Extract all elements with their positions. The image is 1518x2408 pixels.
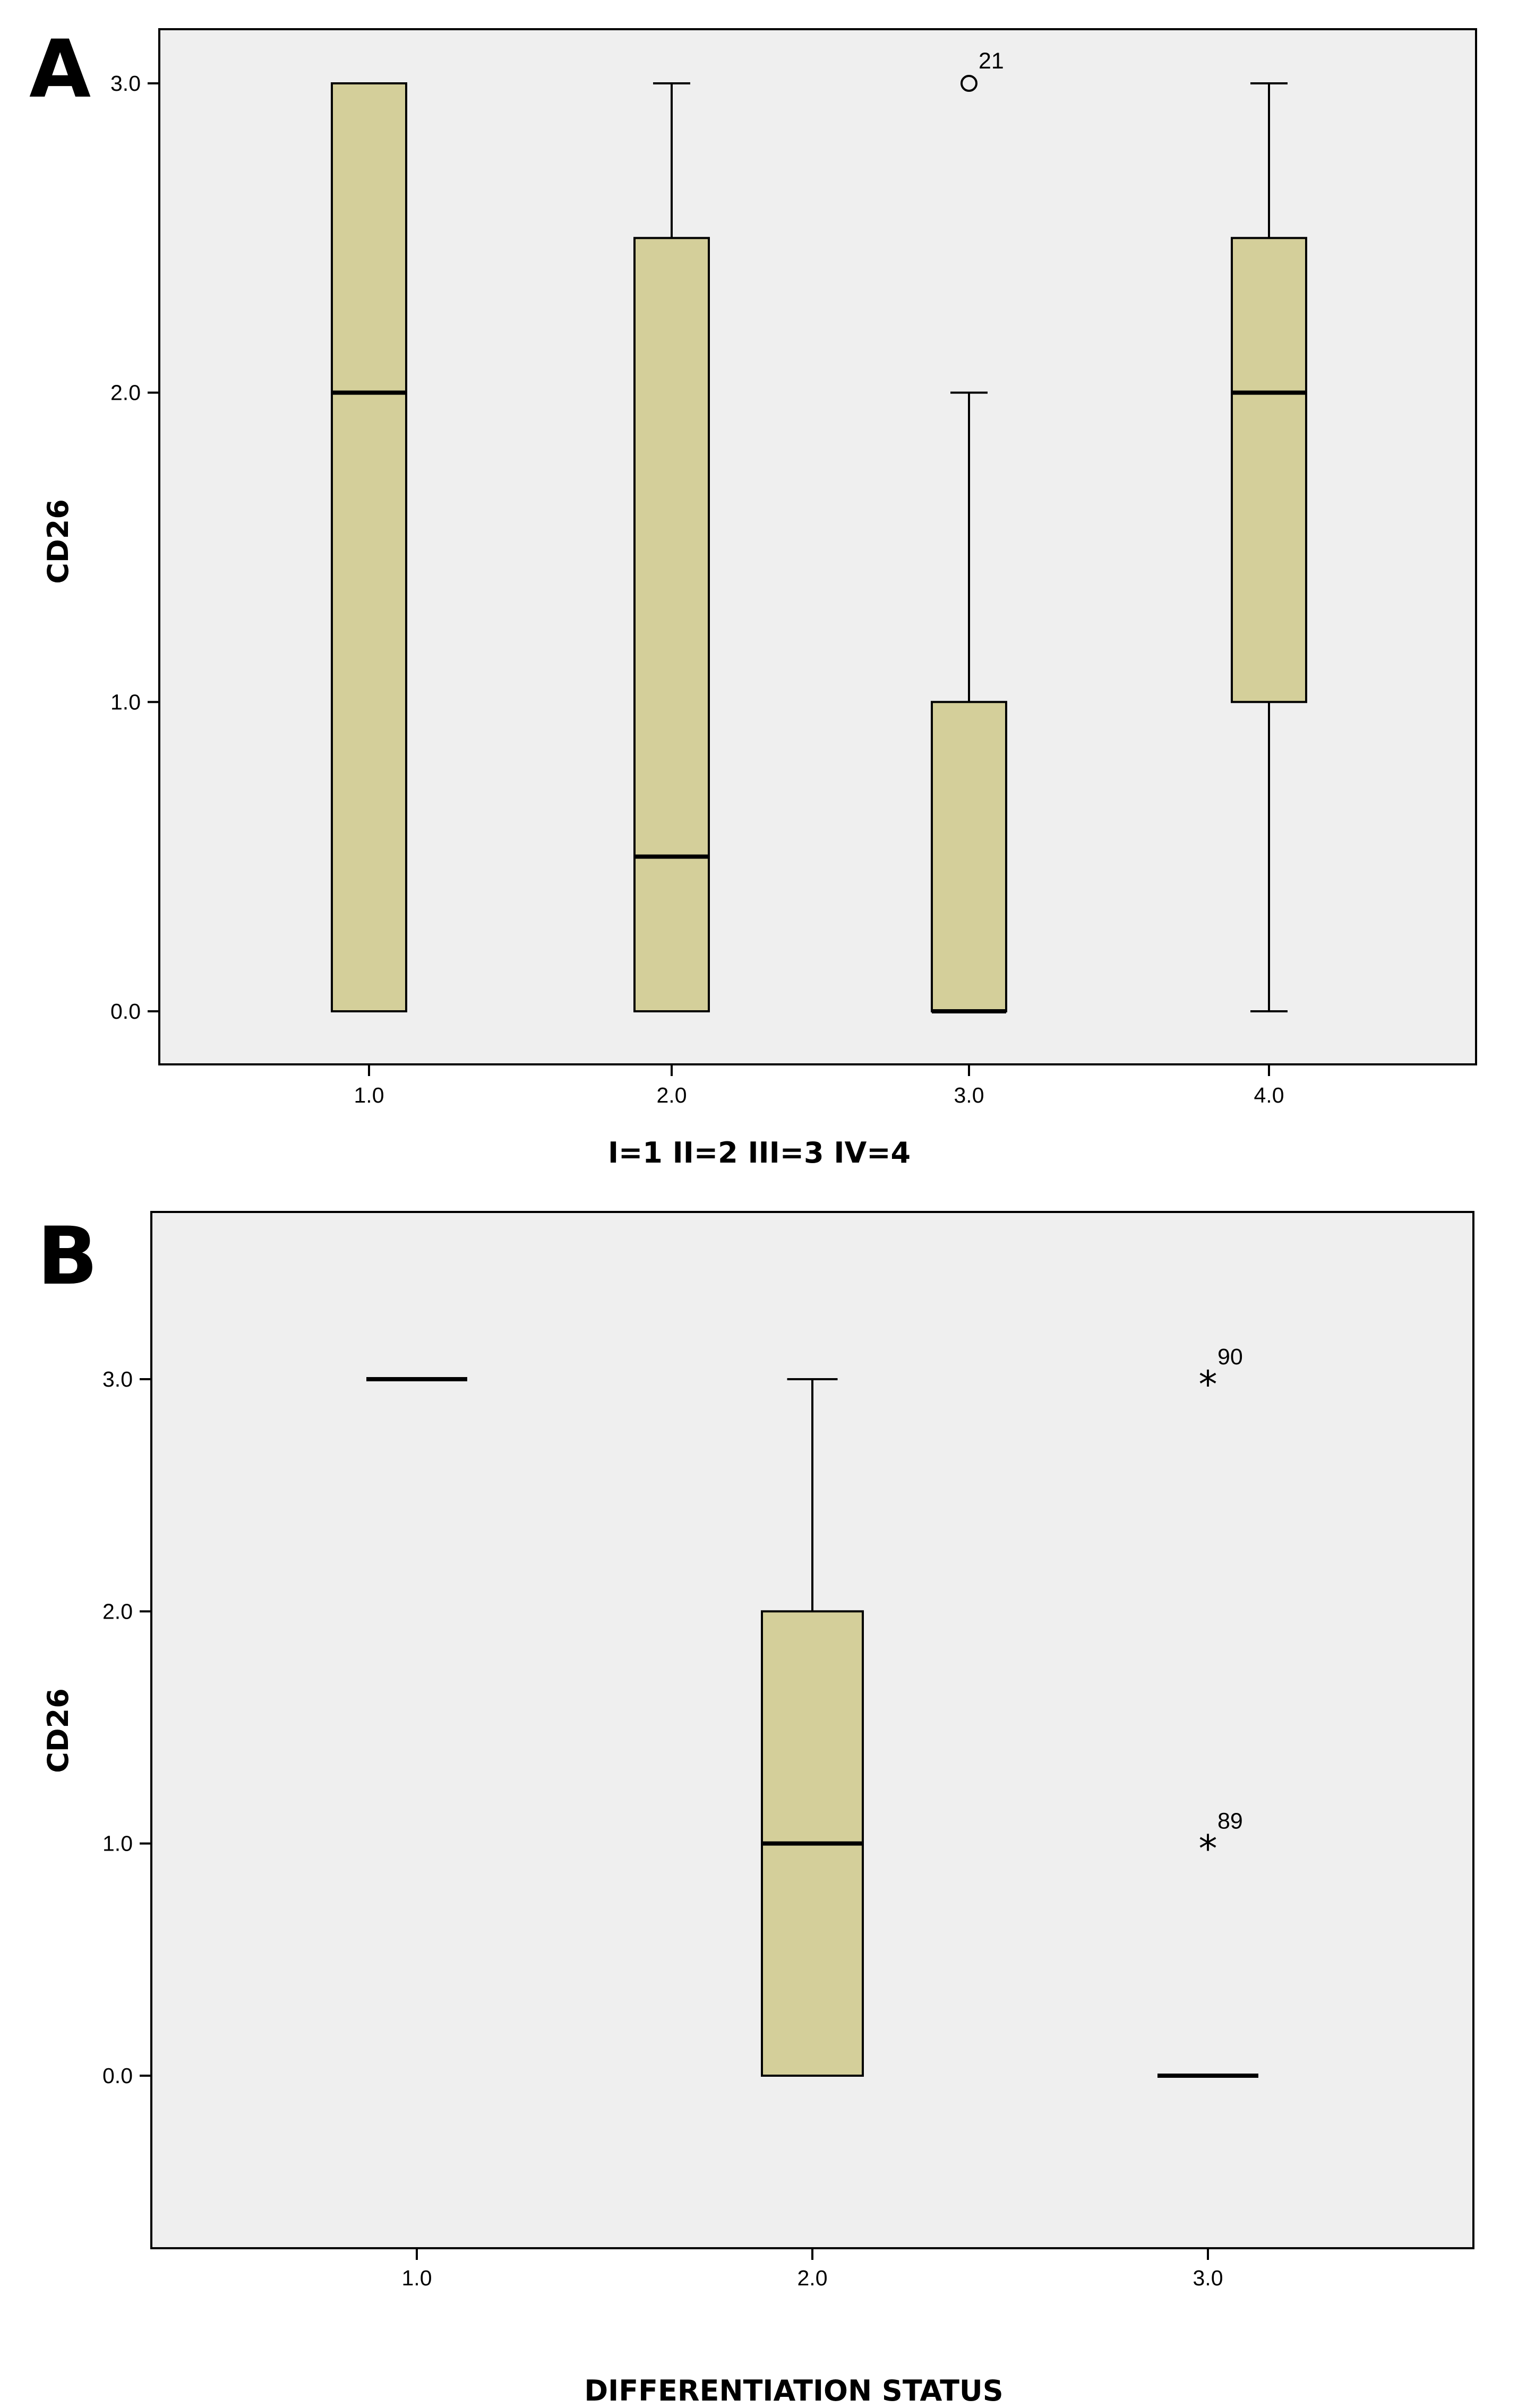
- panel-b-y-axis: 0.0 1.0 2.0 3.0: [102, 1367, 151, 2088]
- box-2.0: [633, 82, 710, 1012]
- box-4.0: [1231, 82, 1307, 1012]
- outlier-circle: [960, 75, 977, 92]
- box-2.0: [761, 1378, 864, 2077]
- outlier-star: *: [1199, 1827, 1217, 1871]
- y-tick-label: 2.0: [102, 1599, 133, 1623]
- box-3.0: [931, 391, 1007, 1013]
- box-body: [1231, 237, 1307, 703]
- x-tick-label: 3.0: [954, 1083, 984, 1107]
- panel-b-y-axis-title: CD26: [41, 1688, 75, 1773]
- y-tick-label: 2.0: [110, 381, 141, 405]
- panel-a-outliers: 21: [960, 48, 1004, 92]
- panel-b-x-axis-title: DIFFERENTIATION STATUS: [584, 2374, 1003, 2407]
- y-tick-label: 3.0: [102, 1367, 133, 1391]
- x-tick-label: 4.0: [1254, 1083, 1284, 1107]
- y-tick-label: 0.0: [110, 999, 141, 1024]
- box-body: [633, 237, 710, 1012]
- panel-a-letter: A: [29, 23, 91, 116]
- x-tick-label: 1.0: [354, 1083, 384, 1107]
- panel-a-boxes: [331, 82, 1307, 1013]
- y-tick-label: 1.0: [110, 690, 141, 714]
- panel-a-y-axis-title: CD26: [41, 499, 75, 584]
- x-tick-label: 2.0: [797, 2266, 828, 2290]
- box-body: [331, 82, 407, 1012]
- y-tick-label: 0.0: [102, 2063, 133, 2088]
- panel-a: A 0.0 1.0 2.0 3.0 1.0 2.0 3.0 4.0 21 I=1 II=2 …: [29, 23, 1477, 1169]
- x-tick-label: 2.0: [657, 1083, 687, 1107]
- x-tick-label: 3.0: [1193, 2266, 1223, 2290]
- panel-b-letter: B: [37, 1210, 98, 1303]
- y-tick-label: 3.0: [110, 71, 141, 96]
- box-1.0: [331, 82, 407, 1012]
- outlier-label: 90: [1217, 1344, 1243, 1370]
- x-tick-label: 1.0: [402, 2266, 432, 2290]
- box-body: [931, 701, 1007, 1013]
- panel-b-outliers: *90*89: [1199, 1344, 1243, 1871]
- outlier-label: 21: [979, 48, 1004, 74]
- outlier-star: *: [1199, 1363, 1217, 1406]
- panel-b-boxes: [366, 1377, 1258, 2078]
- panel-a-y-axis: 0.0 1.0 2.0 3.0: [110, 71, 159, 1024]
- outlier-label: 89: [1217, 1809, 1243, 1834]
- panel-a-x-axis-title: I=1 II=2 III=3 IV=4: [608, 1136, 911, 1169]
- y-tick-label: 1.0: [102, 1831, 133, 1856]
- panel-b: B 0.01.02.03.0 1.0 2.0 3.0 *90*89 DIFFEREN…: [37, 1210, 1474, 2407]
- panel-a-x-axis: 1.0 2.0 3.0 4.0: [354, 1064, 1284, 1107]
- panel-b-x-axis: 1.0 2.0 3.0: [402, 2248, 1223, 2290]
